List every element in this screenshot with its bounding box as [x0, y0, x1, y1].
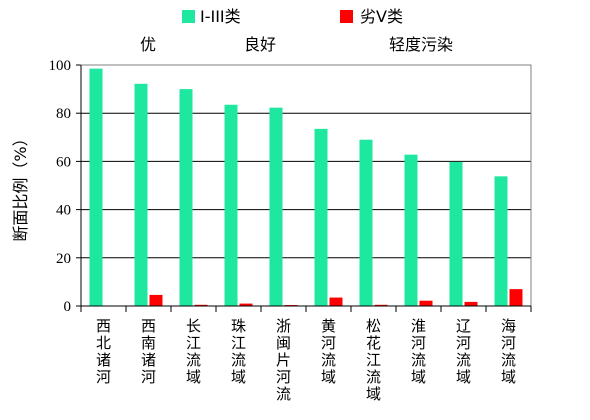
y-tick-label: 80	[56, 106, 71, 122]
legend-label-v: 劣V类	[360, 7, 403, 26]
x-tick-label: 辽河流域	[456, 317, 471, 386]
bar-i-iii-6	[359, 139, 373, 306]
group-labels: 优 良好 轻度污染	[140, 35, 453, 54]
group-label-good: 良好	[244, 35, 276, 54]
legend-label-i-iii: I-III类	[200, 7, 241, 26]
y-tick-label: 20	[56, 251, 71, 267]
x-tick-label: 松花江流域	[366, 317, 381, 403]
bar-i-iii-5	[314, 128, 328, 306]
plot-border	[80, 64, 532, 307]
bar-v-5	[329, 297, 343, 306]
x-tick-label: 浙闽片河流	[276, 317, 291, 403]
bar-v-9	[509, 289, 523, 306]
bar-i-iii-1	[134, 83, 148, 306]
y-axis-label: 断面比例（%）	[11, 130, 30, 241]
bar-i-iii-7	[404, 154, 418, 306]
legend-swatch-v	[340, 10, 353, 23]
x-tick-label: 黄河流域	[321, 317, 336, 386]
axes	[80, 64, 532, 312]
y-tick-label: 0	[64, 299, 72, 315]
bar-i-iii-3	[224, 104, 238, 306]
x-tick-label: 长江流域	[186, 317, 201, 386]
x-tick-label: 西北诸河	[96, 317, 111, 386]
x-tick-label: 西南诸河	[141, 317, 156, 386]
x-tick-label: 海河流域	[501, 317, 516, 386]
group-label-excellent: 优	[140, 35, 156, 54]
bar-i-iii-4	[269, 107, 283, 306]
x-tick-label: 淮河流域	[411, 317, 426, 386]
x-tick-labels: 西北诸河 西南诸河 长江流域 珠江流域 浙闽片河流 黄河流域 松花江流域 淮河流域 辽河流域 海河…	[96, 317, 516, 403]
bar-i-iii-0	[89, 68, 103, 307]
bar-v-6	[374, 304, 388, 306]
group-label-light-pollution: 轻度污染	[389, 35, 453, 54]
bar-v-8	[464, 301, 478, 306]
bar-i-iii-8	[449, 161, 463, 306]
legend: I-III类 劣V类	[182, 7, 403, 26]
bars	[89, 68, 523, 307]
bar-v-2	[194, 304, 208, 306]
legend-swatch-i-iii	[182, 10, 195, 23]
bar-i-iii-9	[494, 176, 508, 306]
x-tick-label: 珠江流域	[231, 317, 246, 386]
bar-v-3	[239, 303, 253, 306]
bar-v-7	[419, 300, 433, 306]
bar-i-iii-2	[179, 89, 193, 306]
y-tick-label: 60	[56, 154, 71, 170]
y-tick-label: 100	[49, 58, 72, 74]
y-tick-labels: 0 20 40 60 80 100	[49, 58, 72, 315]
y-tick-label: 40	[56, 203, 71, 219]
bar-v-1	[149, 294, 163, 306]
